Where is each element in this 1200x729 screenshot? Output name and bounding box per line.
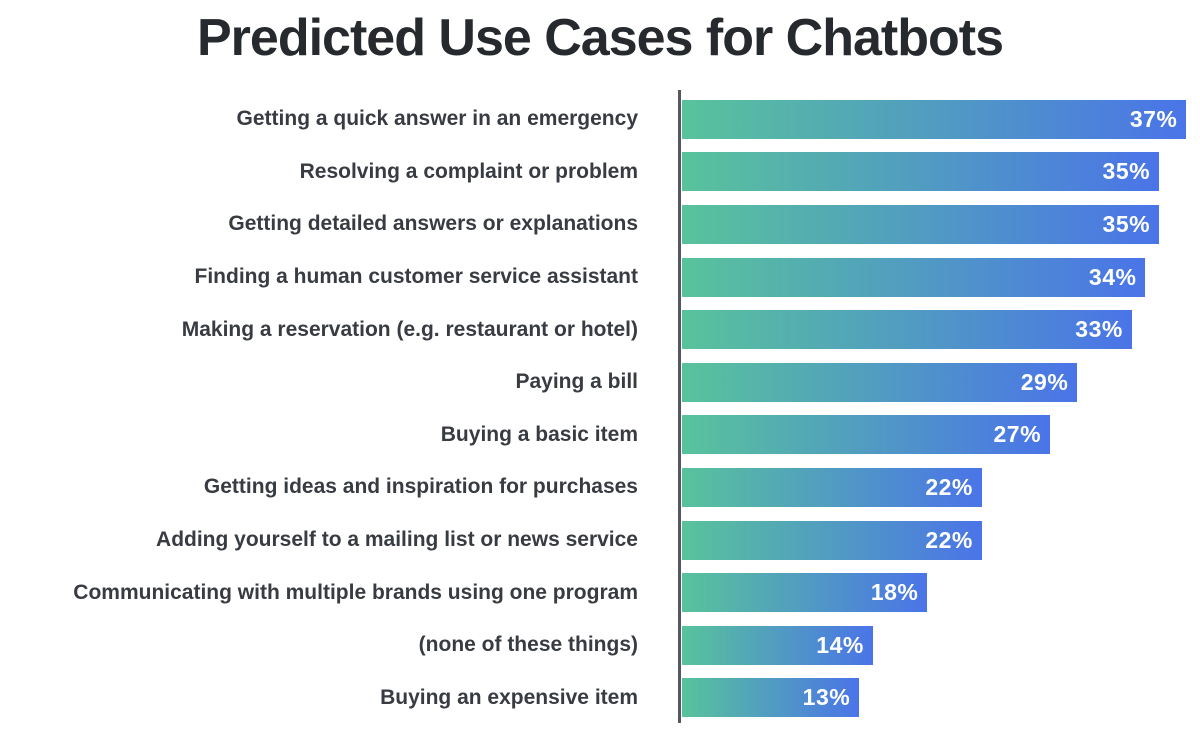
bar-area: 34% (682, 257, 1200, 297)
bar-area: 22% (682, 520, 1200, 560)
category-label: Buying a basic item (440, 422, 638, 446)
bar-area: 22% (682, 467, 1200, 507)
chart-row: Making a reservation (e.g. restaurant or… (0, 303, 1200, 356)
category-label: Resolving a complaint or problem (299, 159, 638, 183)
chart-row: Buying an expensive item 13% (0, 672, 1200, 725)
bar: 34% (682, 257, 1146, 297)
value-label: 35% (1102, 158, 1151, 185)
bar: 22% (682, 520, 982, 560)
bar: 35% (682, 152, 1160, 192)
bar: 33% (682, 310, 1132, 350)
chart-row: (none of these things) 14% (0, 619, 1200, 672)
bar-area: 35% (682, 152, 1200, 192)
chart-rows: Getting a quick answer in an emergency 3… (0, 90, 1200, 724)
value-label: 37% (1129, 105, 1178, 132)
value-label: 13% (802, 684, 851, 711)
chart-row: Getting a quick answer in an emergency 3… (0, 93, 1200, 146)
category-label: Finding a human customer service assista… (194, 265, 638, 289)
chart-row: Resolving a complaint or problem 35% (0, 146, 1200, 199)
bar: 22% (682, 467, 982, 507)
category-label: Communicating with multiple brands using… (73, 580, 638, 604)
value-label: 35% (1102, 210, 1151, 237)
value-label: 14% (816, 631, 864, 658)
chart-row: Buying a basic item 27% (0, 409, 1200, 462)
chart-row: Communicating with multiple brands using… (0, 566, 1200, 619)
value-label: 33% (1075, 316, 1123, 343)
value-label: 22% (925, 473, 973, 500)
bar: 37% (682, 99, 1187, 139)
bar: 35% (682, 204, 1160, 244)
chart-row: Getting ideas and inspiration for purcha… (0, 461, 1200, 514)
category-label: Making a reservation (e.g. restaurant or… (181, 317, 638, 341)
category-label: Getting detailed answers or explanations (228, 212, 638, 236)
value-label: 22% (925, 526, 973, 553)
bar-area: 18% (682, 573, 1200, 613)
category-label: Buying an expensive item (380, 685, 638, 709)
bar-area: 37% (682, 99, 1200, 139)
bar: 13% (682, 678, 860, 718)
chart-row: Finding a human customer service assista… (0, 251, 1200, 304)
y-axis-line (678, 90, 681, 723)
bar: 29% (682, 362, 1078, 402)
chart-title: Predicted Use Cases for Chatbots (196, 9, 1004, 67)
bar-area: 13% (682, 678, 1200, 718)
bar: 27% (682, 415, 1051, 455)
bar-area: 14% (682, 625, 1200, 665)
bar-area: 27% (682, 415, 1200, 455)
chart-row: Adding yourself to a mailing list or new… (0, 514, 1200, 567)
value-label: 29% (1020, 368, 1069, 395)
bar-area: 29% (682, 362, 1200, 402)
chart-row: Getting detailed answers or explanations… (0, 198, 1200, 251)
category-label: Adding yourself to a mailing list or new… (156, 528, 638, 552)
bar-chart: Getting a quick answer in an emergency 3… (0, 90, 1200, 723)
value-label: 18% (870, 579, 919, 606)
value-label: 27% (993, 421, 1042, 448)
value-label: 34% (1088, 263, 1137, 290)
category-label: Paying a bill (515, 370, 638, 394)
bar: 18% (682, 573, 928, 613)
category-label: Getting ideas and inspiration for purcha… (203, 475, 638, 499)
category-label: (none of these things) (418, 633, 638, 657)
bar-area: 33% (682, 310, 1200, 350)
bar: 14% (682, 625, 873, 665)
category-label: Getting a quick answer in an emergency (236, 107, 638, 131)
chart-row: Paying a bill 29% (0, 356, 1200, 409)
bar-area: 35% (682, 204, 1200, 244)
